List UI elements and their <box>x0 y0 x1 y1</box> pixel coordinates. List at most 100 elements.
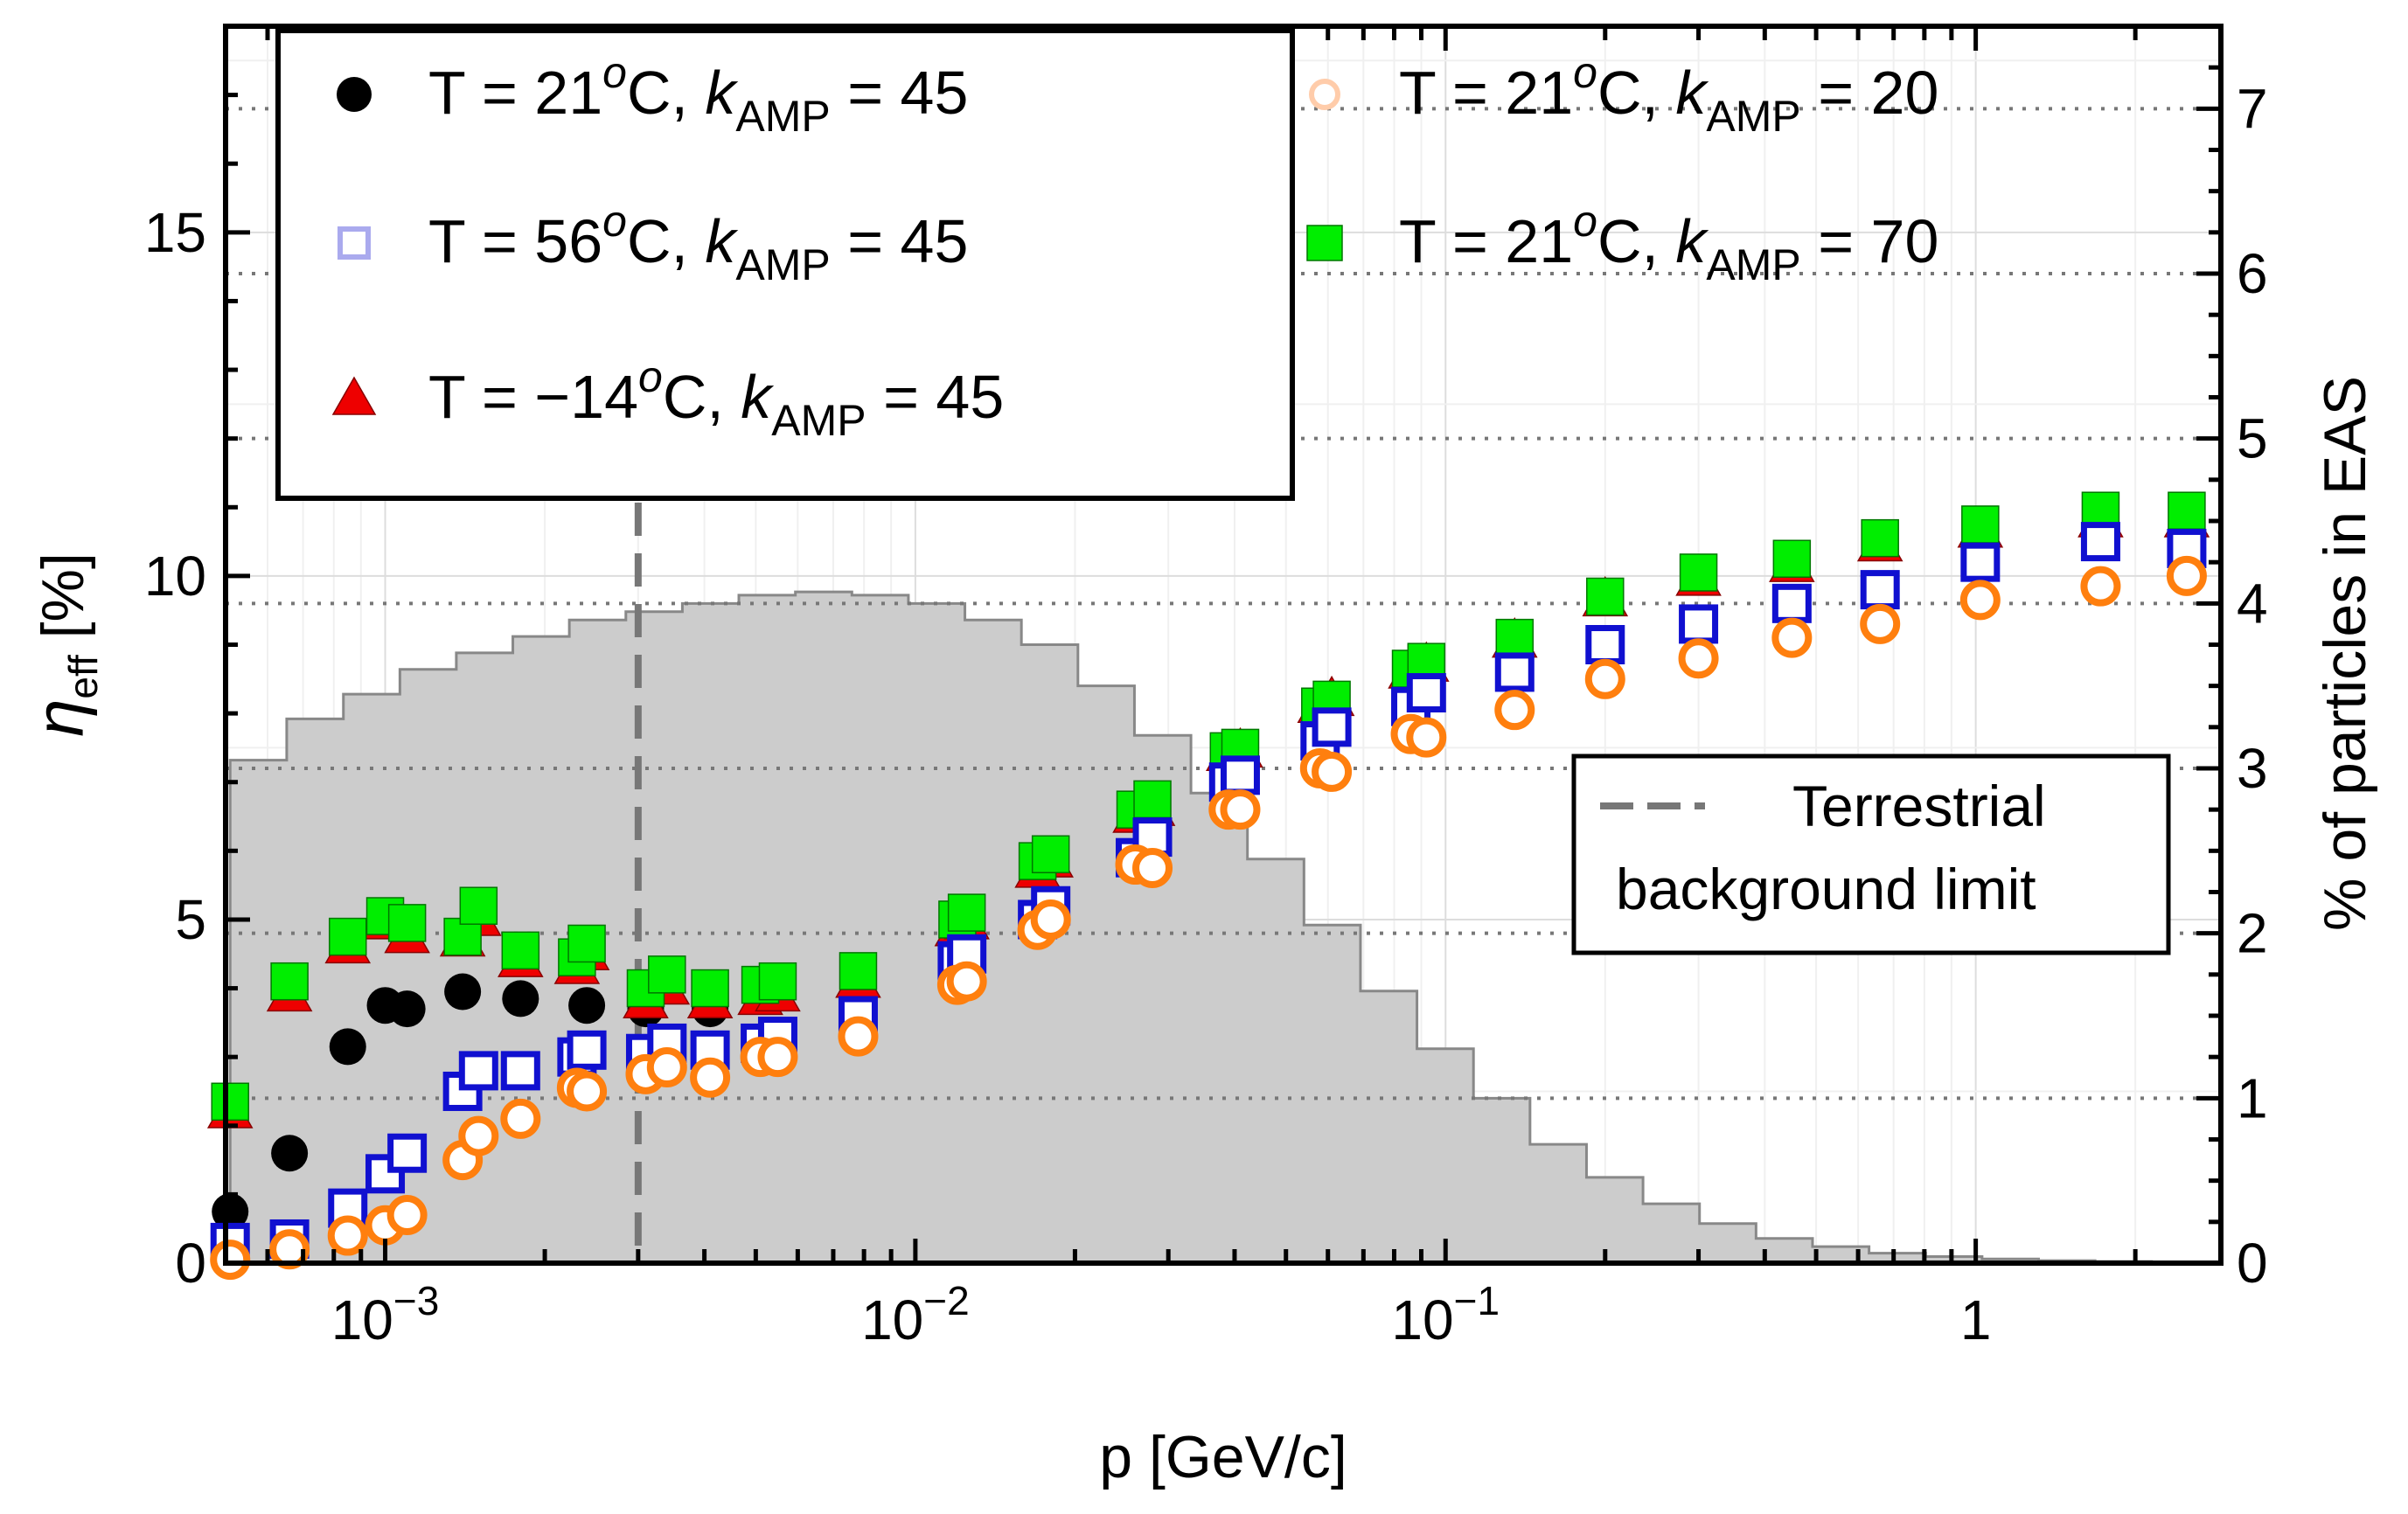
data-point <box>1494 690 1535 731</box>
legend-label: T = 21oC, kAMP = 70 <box>1399 197 1938 289</box>
data-point <box>839 952 878 990</box>
data-point <box>838 1016 879 1057</box>
legend-label: T = −14oC, kAMP = 45 <box>428 352 1004 445</box>
legend-degree: o <box>1573 197 1597 246</box>
x-tick-base: 10 <box>331 1288 393 1351</box>
legend-value: = 45 <box>831 207 969 275</box>
data-point <box>386 1194 428 1235</box>
data-point <box>501 931 540 970</box>
data-point <box>1861 518 1899 558</box>
legend-marker <box>338 226 371 260</box>
data-point <box>444 973 482 1010</box>
legend-temperature: T = −14 <box>428 363 638 431</box>
legend-degree: o <box>602 197 627 246</box>
data-point <box>211 1082 249 1122</box>
legend-subscript: AMP <box>771 396 866 445</box>
legend-temperature: T = 21 <box>1399 59 1573 127</box>
legend-label: T = 21oC, kAMP = 20 <box>1399 48 1938 141</box>
y2-tick-label: 6 <box>2237 242 2268 305</box>
y-tick-label: 5 <box>175 888 206 951</box>
data-point <box>327 1215 368 1256</box>
data-point <box>1584 658 1625 699</box>
data-point <box>757 1037 798 1078</box>
data-point <box>1678 638 1719 679</box>
data-point <box>1312 751 1353 792</box>
data-point <box>1312 707 1352 747</box>
legend-degree: o <box>638 352 663 401</box>
data-point <box>1585 625 1625 664</box>
data-point <box>2080 566 2121 607</box>
data-point <box>567 1030 607 1070</box>
note-line-1: Terrestrial <box>1792 774 2046 838</box>
legend-unit: C, <box>663 363 741 431</box>
data-point <box>1679 553 1718 592</box>
data-point <box>387 1133 428 1173</box>
y2-tick-label: 7 <box>2237 77 2268 140</box>
data-point <box>1961 505 2000 544</box>
data-point <box>567 924 606 963</box>
data-point <box>1220 789 1261 830</box>
data-point <box>212 1193 249 1231</box>
data-point <box>388 990 426 1028</box>
data-point <box>1679 604 1719 644</box>
data-point <box>1220 755 1260 795</box>
y-axis-title: ηeff [%] <box>21 552 106 737</box>
legend-k: k <box>1675 207 1709 275</box>
data-point <box>947 893 986 932</box>
terrestrial-limit-legend: Terrestrial background limit <box>1571 754 2171 955</box>
data-point <box>269 1229 310 1270</box>
data-point <box>459 886 498 925</box>
data-point <box>1771 583 1812 623</box>
y-axis-symbol: η <box>21 699 98 737</box>
legend-label: T = 56oC, kAMP = 45 <box>428 197 968 289</box>
data-point <box>646 1046 687 1087</box>
data-point <box>1772 539 1812 578</box>
data-point <box>946 961 987 1002</box>
legend-k: k <box>705 207 738 275</box>
data-point <box>568 987 606 1024</box>
legend-subscript: AMP <box>1706 92 1800 141</box>
y2-tick-label: 0 <box>2237 1232 2268 1295</box>
legend-marker <box>331 376 377 415</box>
data-point <box>329 1028 366 1066</box>
legend-unit: C, <box>627 207 705 275</box>
data-point <box>1494 652 1535 692</box>
legend-label: T = 21oC, kAMP = 45 <box>428 48 968 141</box>
data-point <box>500 1051 540 1091</box>
data-point <box>500 1098 541 1139</box>
x-tick-exponent: −2 <box>923 1278 969 1323</box>
x-tick-exponent: −3 <box>393 1278 439 1323</box>
legend-value: = 45 <box>866 363 1005 431</box>
y-tick-label: 10 <box>144 545 206 608</box>
data-points-layer <box>206 491 2210 1281</box>
data-point <box>502 980 539 1017</box>
data-point <box>1406 673 1446 713</box>
data-point <box>328 917 367 956</box>
legend-temperature: T = 56 <box>428 207 602 275</box>
y-tick-label: 0 <box>175 1232 206 1295</box>
legend-subscript: AMP <box>1706 240 1800 289</box>
legend-temperature: T = 21 <box>1399 207 1573 275</box>
data-point <box>1495 618 1535 657</box>
x-tick-exponent: −1 <box>1454 1278 1500 1323</box>
legend-unit: C, <box>627 59 705 127</box>
x-tick-label: 10−3 <box>331 1278 440 1351</box>
x-tick-label: 10−2 <box>861 1278 970 1351</box>
data-point <box>1771 617 1813 658</box>
data-point <box>210 1240 251 1281</box>
y2-tick-label: 3 <box>2237 737 2268 800</box>
data-point <box>1132 847 1173 888</box>
legend-marker <box>1309 79 1340 110</box>
legend-marker <box>1306 225 1343 261</box>
y2-tick-label: 2 <box>2237 902 2268 965</box>
legend-degree: o <box>1573 48 1597 97</box>
legend-value: = 20 <box>1801 59 1939 127</box>
legend-k: k <box>705 59 738 127</box>
data-point <box>2080 522 2120 562</box>
legend-value: = 45 <box>831 59 969 127</box>
legend-k: k <box>1675 59 1709 127</box>
y2-axis-title: % of particles in EAS <box>2312 376 2378 931</box>
legend-value: = 70 <box>1801 207 1939 275</box>
legend-subscript: AMP <box>735 240 830 289</box>
data-point <box>271 1135 309 1172</box>
